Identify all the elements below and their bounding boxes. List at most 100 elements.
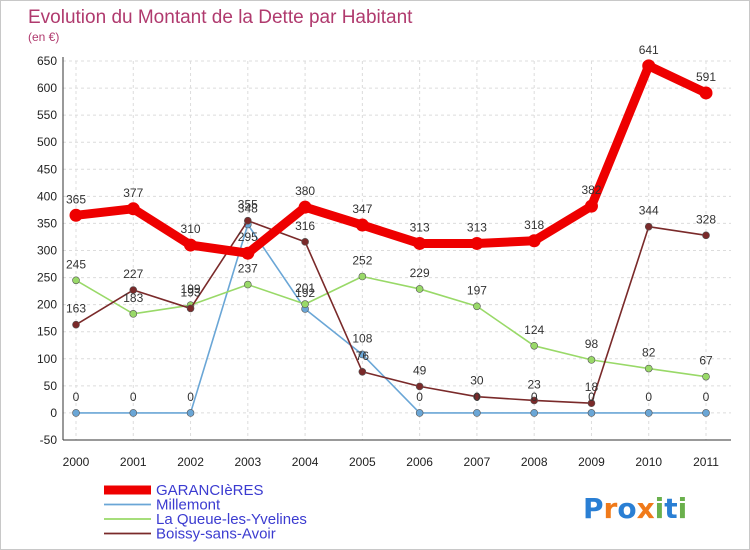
data-label: 0 bbox=[645, 390, 652, 404]
data-label: 0 bbox=[474, 390, 481, 404]
data-point bbox=[72, 320, 80, 329]
data-point bbox=[473, 409, 481, 417]
data-point bbox=[184, 238, 198, 252]
data-label: 355 bbox=[238, 198, 258, 212]
data-label: 0 bbox=[416, 390, 423, 404]
data-label: 252 bbox=[352, 253, 372, 267]
x-tick-label: 2004 bbox=[292, 455, 319, 469]
data-label: 377 bbox=[123, 186, 143, 200]
data-label: 197 bbox=[467, 283, 487, 297]
data-label: 0 bbox=[130, 390, 137, 404]
x-tick-label: 2002 bbox=[177, 455, 204, 469]
legend-label-0: GARANCIèRES bbox=[156, 482, 264, 499]
data-label: 641 bbox=[639, 43, 659, 57]
data-label: 67 bbox=[699, 354, 713, 368]
data-label: 227 bbox=[123, 267, 143, 281]
logo-letter: P bbox=[583, 492, 604, 525]
data-label: 49 bbox=[413, 363, 427, 377]
y-tick-label: 300 bbox=[37, 244, 57, 258]
data-point bbox=[530, 341, 538, 350]
data-label: 0 bbox=[187, 390, 194, 404]
legend-label-1: Millemont bbox=[156, 497, 221, 514]
data-point bbox=[241, 246, 255, 260]
data-labels: 365 377 310 295 380 347 313 313 318 382 641 591 0 0 0 3… bbox=[66, 43, 716, 404]
data-label: 201 bbox=[295, 281, 315, 295]
proxiti-logo-text: Proxiti bbox=[583, 492, 687, 525]
proxiti-logo: Proxiti bbox=[583, 492, 687, 525]
data-point bbox=[129, 310, 138, 318]
data-point bbox=[126, 202, 140, 216]
y-tick-label: 50 bbox=[44, 379, 58, 393]
data-label: 163 bbox=[66, 302, 86, 316]
data-label: 18 bbox=[585, 380, 599, 394]
x-tick-label: 2007 bbox=[464, 455, 491, 469]
data-point bbox=[530, 396, 538, 405]
data-point bbox=[644, 364, 653, 373]
data-label: 124 bbox=[524, 323, 544, 337]
data-point bbox=[644, 409, 653, 417]
data-point bbox=[584, 199, 598, 213]
data-label: 313 bbox=[410, 220, 430, 234]
data-point bbox=[301, 300, 309, 308]
data-point bbox=[358, 272, 367, 281]
y-tick-label: 0 bbox=[50, 406, 57, 420]
data-point bbox=[473, 392, 481, 401]
data-point bbox=[530, 409, 538, 417]
y-tick-label: 100 bbox=[37, 352, 57, 366]
data-label: 591 bbox=[696, 70, 716, 84]
legend-label-3: Boissy-sans-Avoir bbox=[156, 526, 276, 543]
data-label: 237 bbox=[238, 262, 258, 276]
data-label: 0 bbox=[588, 390, 595, 404]
data-point bbox=[415, 409, 424, 417]
data-point bbox=[644, 222, 653, 231]
data-label: 347 bbox=[352, 202, 372, 216]
y-tick-label: 250 bbox=[37, 271, 57, 285]
data-label: 0 bbox=[703, 390, 710, 404]
x-tick-label: 2000 bbox=[63, 455, 90, 469]
data-point bbox=[587, 409, 596, 417]
data-label: 310 bbox=[181, 222, 201, 236]
data-label: 229 bbox=[410, 266, 430, 280]
data-point bbox=[186, 304, 195, 313]
data-point bbox=[298, 200, 312, 214]
data-label: 76 bbox=[356, 349, 370, 363]
data-point bbox=[358, 367, 367, 376]
x-tick-label: 2008 bbox=[521, 455, 548, 469]
chart-title: Evolution du Montant de la Dette par Hab… bbox=[28, 7, 413, 28]
data-label: 23 bbox=[528, 377, 542, 391]
y-tick-label: 350 bbox=[37, 216, 57, 230]
y-tick-label: 600 bbox=[37, 81, 57, 95]
y-tick-label: 150 bbox=[37, 325, 57, 339]
y-tick-label: 500 bbox=[37, 135, 57, 149]
logo-letter: i bbox=[678, 492, 688, 525]
data-point bbox=[699, 86, 713, 100]
data-label: 82 bbox=[642, 346, 656, 360]
data-point bbox=[69, 208, 83, 222]
data-label: 295 bbox=[238, 230, 258, 244]
series-layer bbox=[69, 59, 713, 417]
x-tick-label: 2010 bbox=[635, 455, 662, 469]
data-point bbox=[355, 218, 369, 232]
data-point bbox=[129, 409, 138, 417]
series-line-2 bbox=[75, 275, 707, 378]
logo-letter: t bbox=[664, 492, 677, 525]
data-label: 313 bbox=[467, 220, 487, 234]
series-line-3 bbox=[75, 219, 707, 404]
logo-letter: r bbox=[604, 492, 618, 525]
data-point bbox=[129, 286, 138, 294]
data-point bbox=[301, 238, 309, 246]
data-point bbox=[72, 276, 80, 285]
data-point bbox=[702, 409, 710, 417]
axes: -500501001502002503003504004505005506006… bbox=[37, 54, 731, 469]
y-tick-label: -50 bbox=[40, 433, 58, 447]
data-point bbox=[244, 280, 252, 289]
data-point bbox=[642, 59, 656, 73]
data-label: 344 bbox=[639, 204, 659, 218]
data-label: 98 bbox=[585, 337, 599, 351]
logo-letter: x bbox=[637, 492, 655, 525]
data-label: 365 bbox=[66, 192, 86, 206]
y-tick-label: 450 bbox=[37, 162, 57, 176]
legend-label-2: La Queue-les-Yvelines bbox=[156, 511, 307, 528]
